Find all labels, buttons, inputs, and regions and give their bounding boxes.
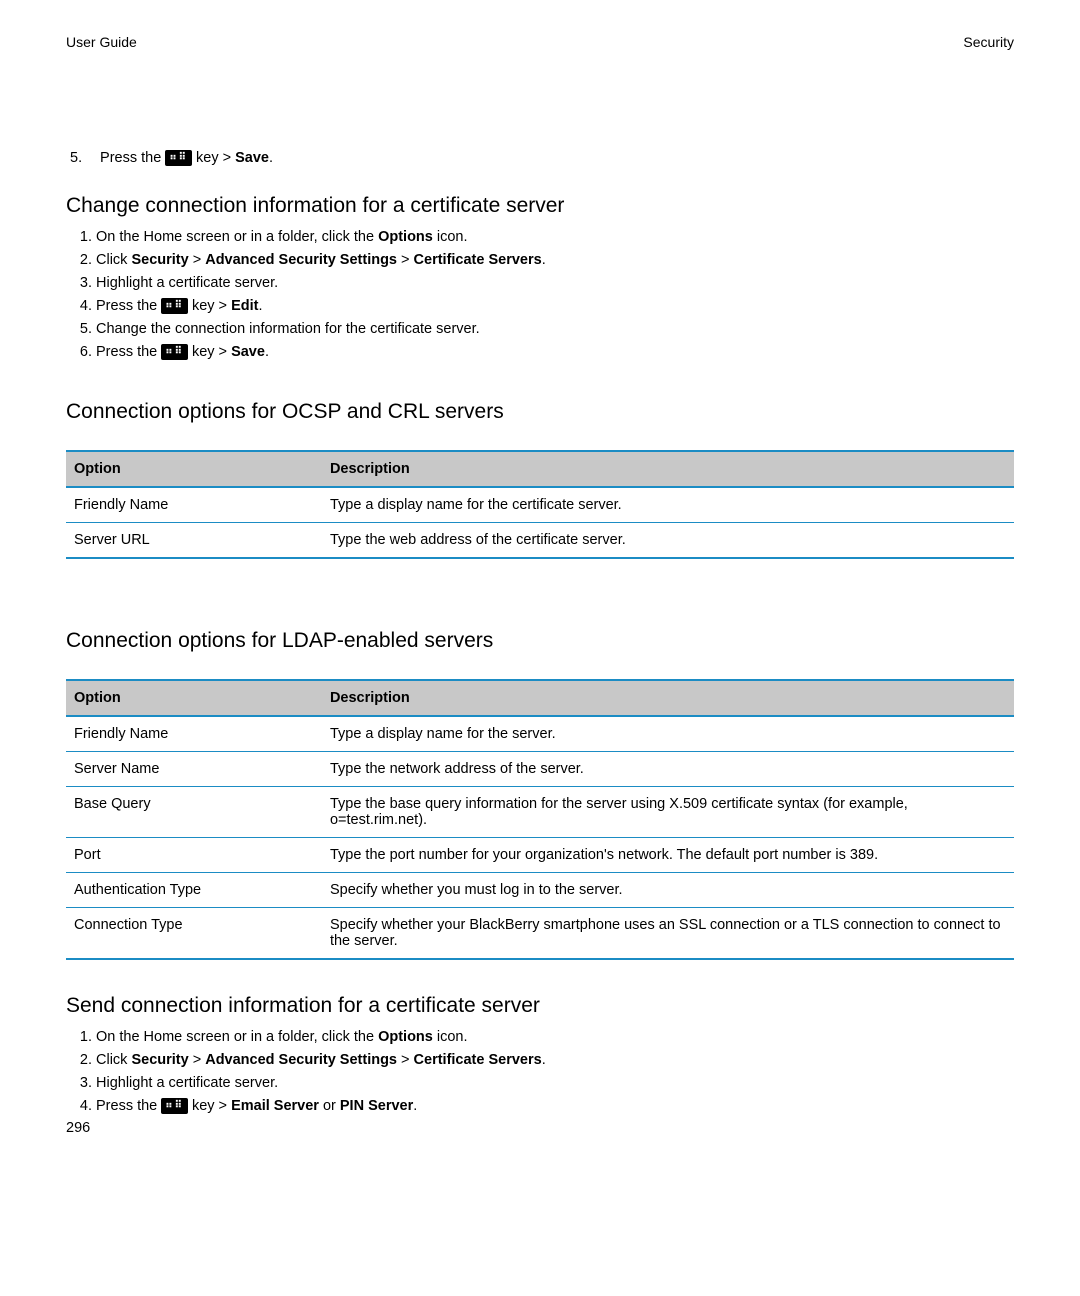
bold-text: Edit [231,298,258,314]
cell-option: Base Query [66,787,322,838]
cell-description: Type a display name for the server. [322,716,1014,752]
cell-option: Friendly Name [66,716,322,752]
step-item: Click Security > Advanced Security Setti… [96,1049,1014,1072]
cell-description: Type the base query information for the … [322,787,1014,838]
cell-description: Specify whether your BlackBerry smartpho… [322,908,1014,960]
step-item: Highlight a certificate server. [96,1072,1014,1095]
table-row: Server URLType the web address of the ce… [66,523,1014,559]
step-item: Click Security > Advanced Security Setti… [96,249,1014,272]
bold-text: Options [378,1029,433,1045]
step-text-prefix: Press the [100,150,165,166]
cell-description: Specify whether you must log in to the s… [322,873,1014,908]
cell-option: Authentication Type [66,873,322,908]
step-item: Highlight a certificate server. [96,272,1014,295]
page-number: 296 [66,1120,90,1136]
cell-description: Type a display name for the certificate … [322,487,1014,523]
steps-change-connection: On the Home screen or in a folder, click… [66,226,1014,364]
bold-text: Security [131,1052,188,1068]
table-header-option: Option [66,680,322,716]
step-item: Press the ⠶⠿ key > Save. [96,341,1014,364]
bold-text: Certificate Servers [414,1052,542,1068]
table-row: PortType the port number for your organi… [66,838,1014,873]
step-number: 5. [70,150,96,166]
cell-description: Type the web address of the certificate … [322,523,1014,559]
menu-key-icon: ⠶⠿ [165,150,192,166]
bold-text: Options [378,229,433,245]
bold-text: Save [231,344,265,360]
bold-text: Advanced Security Settings [205,252,397,268]
menu-key-icon: ⠶⠿ [161,1098,188,1114]
cell-option: Friendly Name [66,487,322,523]
bold-text: Security [131,252,188,268]
section-heading-ldap: Connection options for LDAP-enabled serv… [66,629,1014,653]
table-header-option: Option [66,451,322,487]
table-header-description: Description [322,680,1014,716]
section-heading-ocsp-crl: Connection options for OCSP and CRL serv… [66,400,1014,424]
bold-text: Certificate Servers [414,252,542,268]
bold-text: Email Server [231,1098,319,1114]
step-item: On the Home screen or in a folder, click… [96,226,1014,249]
menu-key-icon: ⠶⠿ [161,298,188,314]
cell-option: Connection Type [66,908,322,960]
menu-key-icon: ⠶⠿ [161,344,188,360]
table-row: Friendly NameType a display name for the… [66,487,1014,523]
table-row: Authentication TypeSpecify whether you m… [66,873,1014,908]
bold-text: PIN Server [340,1098,413,1114]
step-item: Press the ⠶⠿ key > Edit. [96,295,1014,318]
header-right: Security [963,34,1014,50]
table-ldap: Option Description Friendly NameType a d… [66,679,1014,960]
step-action: Save [235,150,269,166]
table-row: Base QueryType the base query informatio… [66,787,1014,838]
section-heading-change-connection: Change connection information for a cert… [66,194,1014,218]
bold-text: Advanced Security Settings [205,1052,397,1068]
step-suffix: . [269,150,273,166]
step-item: Change the connection information for th… [96,318,1014,341]
cell-option: Server URL [66,523,322,559]
step-text-key: key > [196,150,235,166]
cell-description: Type the port number for your organizati… [322,838,1014,873]
step-item: Press the ⠶⠿ key > Email Server or PIN S… [96,1095,1014,1118]
continuation-step: 5. Press the ⠶⠿ key > Save. [66,150,1014,166]
cell-option: Port [66,838,322,873]
steps-send-connection: On the Home screen or in a folder, click… [66,1026,1014,1118]
step-item: On the Home screen or in a folder, click… [96,1026,1014,1049]
header-left: User Guide [66,34,137,50]
table-row: Connection TypeSpecify whether your Blac… [66,908,1014,960]
table-header-description: Description [322,451,1014,487]
table-row: Friendly NameType a display name for the… [66,716,1014,752]
table-ocsp-crl: Option Description Friendly NameType a d… [66,450,1014,559]
cell-option: Server Name [66,752,322,787]
cell-description: Type the network address of the server. [322,752,1014,787]
table-row: Server NameType the network address of t… [66,752,1014,787]
section-heading-send-connection: Send connection information for a certif… [66,994,1014,1018]
